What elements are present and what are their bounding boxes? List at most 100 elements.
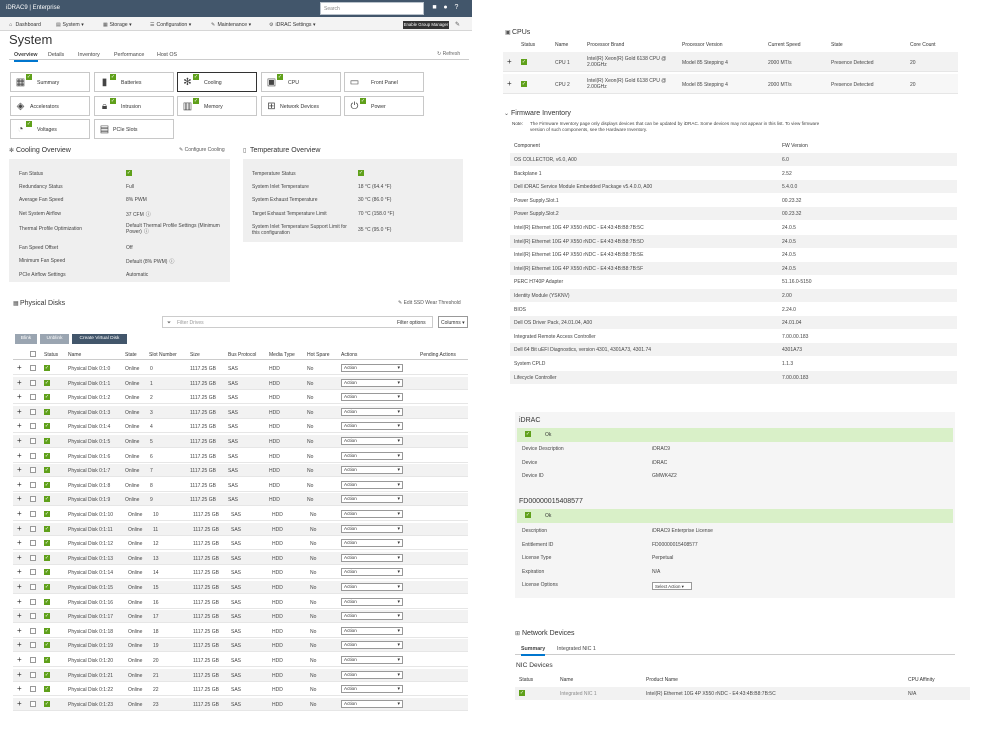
- disk-action-dropdown[interactable]: Action: [341, 685, 403, 694]
- create-virtual-disk-button[interactable]: Create Virtual Disk: [72, 334, 127, 344]
- filter-drives-input[interactable]: ⏷ Filter Drives Filter options: [162, 316, 433, 328]
- row-checkbox[interactable]: [30, 365, 36, 371]
- row-checkbox[interactable]: [30, 481, 36, 488]
- expand-plus-icon[interactable]: +: [17, 538, 22, 548]
- expand-plus-icon[interactable]: +: [17, 596, 22, 606]
- expand-plus-icon[interactable]: +: [17, 436, 22, 445]
- expand-plus-icon[interactable]: +: [17, 450, 22, 460]
- tile-network-devices[interactable]: ⊞ Network Devices: [261, 96, 341, 116]
- select-action-dropdown[interactable]: Select Action ▾: [652, 582, 692, 590]
- expand-plus-icon[interactable]: +: [17, 494, 22, 504]
- tile-batteries[interactable]: ▮ ✓ Batteries: [94, 72, 174, 92]
- row-checkbox[interactable]: [30, 569, 36, 576]
- expand-plus-icon[interactable]: +: [507, 79, 512, 88]
- tab-inventory[interactable]: Inventory: [78, 52, 100, 58]
- disk-action-dropdown[interactable]: Action: [341, 393, 403, 402]
- row-checkbox[interactable]: [30, 700, 36, 707]
- disk-action-dropdown[interactable]: Action: [341, 437, 403, 445]
- row-checkbox[interactable]: [30, 408, 36, 415]
- tile-accelerators[interactable]: ◈ Accelerators: [10, 96, 90, 116]
- expand-plus-icon[interactable]: +: [17, 421, 22, 431]
- disk-action-dropdown[interactable]: Action: [341, 480, 403, 489]
- expand-plus-icon[interactable]: +: [17, 669, 22, 679]
- disk-action-dropdown[interactable]: Action: [341, 597, 403, 606]
- expand-plus-icon[interactable]: +: [17, 567, 22, 577]
- row-checkbox[interactable]: [30, 467, 36, 474]
- tab-host-os[interactable]: Host OS: [157, 52, 178, 58]
- row-checkbox[interactable]: [30, 657, 36, 663]
- nav-storage[interactable]: ▦ Storage ▾: [103, 22, 132, 28]
- tab-integrated-nic-1[interactable]: Integrated NIC 1: [557, 646, 596, 652]
- row-checkbox[interactable]: [30, 540, 36, 547]
- disk-action-dropdown[interactable]: Action: [341, 378, 403, 387]
- expand-plus-icon[interactable]: +: [17, 406, 22, 416]
- disk-action-dropdown[interactable]: Action: [341, 422, 403, 431]
- blink-button[interactable]: Blink: [15, 334, 37, 344]
- row-checkbox[interactable]: [30, 452, 36, 459]
- columns-dropdown[interactable]: Columns ▾: [438, 316, 468, 328]
- row-checkbox[interactable]: [30, 423, 36, 430]
- nav-configuration[interactable]: ☰ Configuration ▾: [150, 22, 192, 28]
- expand-plus-icon[interactable]: +: [17, 625, 22, 635]
- expand-plus-icon[interactable]: +: [17, 655, 22, 664]
- expand-plus-icon[interactable]: +: [17, 377, 22, 387]
- edit-ssd-wear-link[interactable]: ✎ Edit SSD Wear Threshold: [398, 300, 461, 306]
- disk-action-dropdown[interactable]: Action: [341, 670, 403, 679]
- expand-plus-icon[interactable]: +: [17, 465, 22, 475]
- tab-details[interactable]: Details: [48, 52, 65, 58]
- pin-icon[interactable]: ✎: [455, 22, 461, 28]
- row-checkbox[interactable]: [30, 598, 36, 605]
- tile-voltages[interactable]: ◔ ✓ Voltages: [10, 119, 90, 139]
- expand-plus-icon[interactable]: +: [17, 698, 22, 708]
- tile-cooling[interactable]: ✻ ✓ Cooling: [177, 72, 257, 92]
- disk-action-dropdown[interactable]: Action: [341, 553, 403, 562]
- disk-action-dropdown[interactable]: Action: [341, 699, 403, 708]
- tile-memory[interactable]: ▥ ✓ Memory: [177, 96, 257, 116]
- row-checkbox[interactable]: [30, 584, 36, 590]
- disk-action-dropdown[interactable]: Action: [341, 568, 403, 577]
- expand-plus-icon[interactable]: +: [17, 363, 22, 372]
- tab-network-summary[interactable]: Summary: [521, 646, 546, 656]
- row-checkbox[interactable]: [30, 686, 36, 693]
- expand-plus-icon[interactable]: +: [507, 57, 512, 66]
- disk-action-dropdown[interactable]: Action: [341, 539, 403, 548]
- expand-plus-icon[interactable]: +: [17, 611, 22, 621]
- row-checkbox[interactable]: [30, 627, 36, 634]
- expand-plus-icon[interactable]: +: [17, 552, 22, 562]
- tile-intrusion[interactable]: 🔒︎ ✓ Intrusion: [94, 96, 174, 116]
- tab-performance[interactable]: Performance: [114, 52, 145, 58]
- nav-dashboard[interactable]: ⌂ Dashboard: [9, 22, 41, 28]
- expand-plus-icon[interactable]: +: [17, 684, 22, 694]
- disk-action-dropdown[interactable]: Action: [341, 451, 403, 460]
- group-icon[interactable]: ■: [432, 4, 437, 11]
- expand-plus-icon[interactable]: +: [17, 640, 22, 650]
- row-checkbox[interactable]: [30, 379, 36, 386]
- unblink-button[interactable]: Unblink: [40, 334, 69, 344]
- expand-plus-icon[interactable]: +: [17, 392, 22, 402]
- expand-plus-icon[interactable]: +: [17, 582, 22, 591]
- disk-action-dropdown[interactable]: Action: [341, 612, 403, 621]
- disk-action-dropdown[interactable]: Action: [341, 524, 403, 533]
- tile-pcie-slots[interactable]: ▤ PCIe Slots: [94, 119, 174, 139]
- expand-plus-icon[interactable]: +: [17, 509, 22, 518]
- disk-action-dropdown[interactable]: Action: [341, 656, 403, 664]
- expand-plus-icon[interactable]: +: [17, 479, 22, 489]
- info-icon[interactable]: ⓘ: [143, 229, 149, 236]
- nav-idrac-settings[interactable]: ⚙ iDRAC Settings ▾: [269, 22, 316, 28]
- disk-action-dropdown[interactable]: Action: [341, 364, 403, 372]
- tile-summary[interactable]: ▦ ✓ Summary: [10, 72, 90, 92]
- configure-cooling-link[interactable]: ✎ Configure Cooling: [179, 147, 225, 153]
- row-checkbox[interactable]: [30, 613, 36, 620]
- disk-action-dropdown[interactable]: Action: [341, 510, 403, 518]
- disk-action-dropdown[interactable]: Action: [341, 641, 403, 650]
- disk-action-dropdown[interactable]: Action: [341, 466, 403, 475]
- tile-cpu[interactable]: ▣ ✓ CPU: [261, 72, 341, 92]
- user-icon[interactable]: ●: [443, 4, 448, 11]
- info-icon[interactable]: ⓘ: [145, 212, 151, 218]
- row-checkbox[interactable]: [30, 511, 36, 517]
- select-all-checkbox[interactable]: [30, 351, 36, 357]
- info-icon[interactable]: ⓘ: [169, 259, 175, 265]
- row-checkbox[interactable]: [30, 525, 36, 532]
- nic-name-link[interactable]: Integrated NIC 1: [560, 691, 597, 697]
- disk-action-dropdown[interactable]: Action: [341, 495, 403, 504]
